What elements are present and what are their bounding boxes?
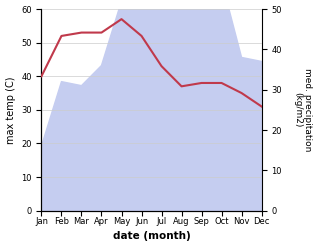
- Y-axis label: max temp (C): max temp (C): [5, 76, 16, 144]
- X-axis label: date (month): date (month): [113, 231, 190, 242]
- Y-axis label: med. precipitation
(kg/m2): med. precipitation (kg/m2): [293, 68, 313, 152]
